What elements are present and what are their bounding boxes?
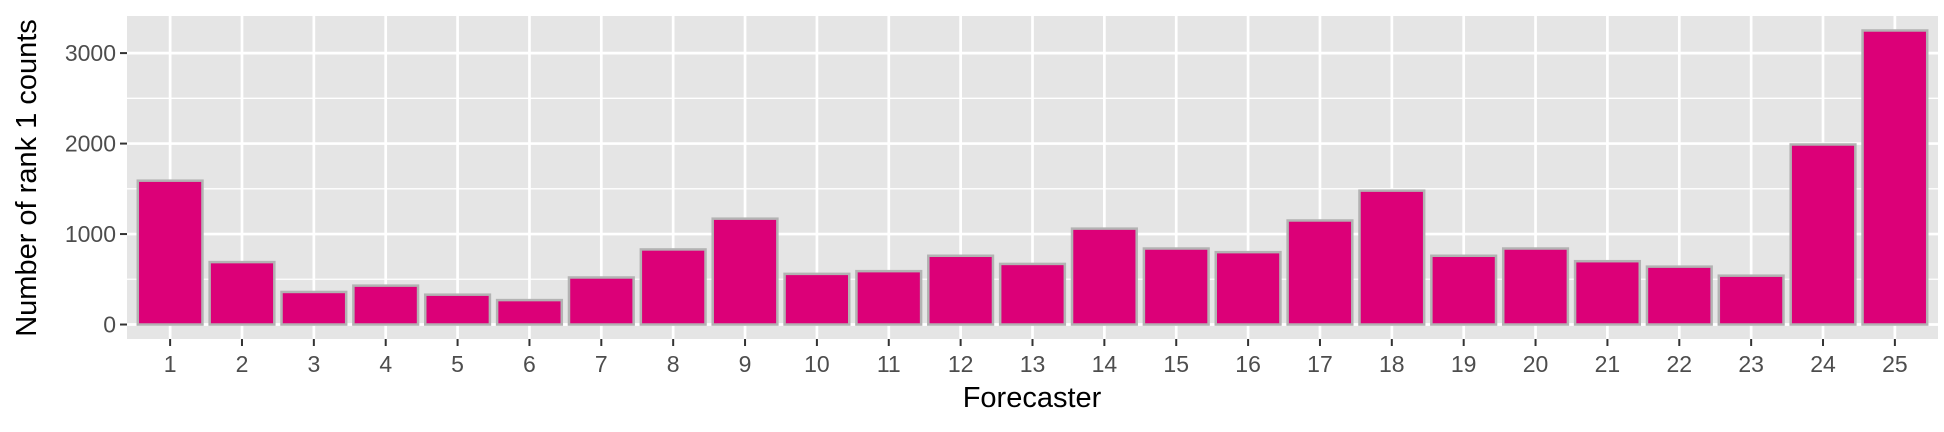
bar-forecaster-13 xyxy=(998,262,1067,326)
x-tick-label: 19 xyxy=(1451,351,1477,377)
x-tick-label: 24 xyxy=(1810,351,1836,377)
x-tick-label: 3 xyxy=(307,351,320,377)
x-tick-label: 22 xyxy=(1666,351,1692,377)
x-tick-label: 10 xyxy=(804,351,830,377)
x-tick-label: 20 xyxy=(1523,351,1549,377)
bar-forecaster-22 xyxy=(1645,265,1713,326)
x-tick-label: 23 xyxy=(1738,351,1764,377)
bar-forecaster-16 xyxy=(1214,250,1282,326)
bar-forecaster-3 xyxy=(280,290,348,326)
x-tick-label: 6 xyxy=(523,351,536,377)
bar-forecaster-6 xyxy=(495,298,564,326)
x-tick-label: 15 xyxy=(1163,351,1189,377)
x-tick-label: 18 xyxy=(1379,351,1405,377)
y-tick-label: 3000 xyxy=(65,40,116,66)
bar-forecaster-8 xyxy=(639,248,707,326)
bar-forecaster-12 xyxy=(927,254,995,326)
x-tick-label: 16 xyxy=(1235,351,1261,377)
x-axis-ticks: 1 2 3 4 5 6 7 8 9 10 11 12 13 14 15 16 17 18 19 20 21 22 23 24 2… xyxy=(164,339,1908,377)
bar-forecaster-4 xyxy=(352,284,420,326)
x-axis-title: Forecaster xyxy=(963,382,1102,414)
bar-forecaster-2 xyxy=(208,260,276,326)
bar-forecaster-9 xyxy=(711,217,779,326)
x-tick-label: 7 xyxy=(595,351,608,377)
bar-forecaster-15 xyxy=(1142,247,1210,326)
y-axis-ticks: 0 1000 2000 3000 xyxy=(65,40,127,338)
x-tick-label: 4 xyxy=(379,351,392,377)
bar-forecaster-10 xyxy=(783,272,851,326)
y-tick-label: 1000 xyxy=(65,221,116,247)
bar-forecaster-1 xyxy=(136,179,204,326)
bar-forecaster-5 xyxy=(423,293,492,326)
bar-forecaster-20 xyxy=(1501,247,1570,326)
x-tick-label: 9 xyxy=(739,351,752,377)
bar-forecaster-19 xyxy=(1430,254,1498,326)
x-tick-label: 17 xyxy=(1307,351,1333,377)
x-tick-label: 5 xyxy=(451,351,464,377)
y-tick-label: 0 xyxy=(103,312,116,338)
x-tick-label: 25 xyxy=(1882,351,1908,377)
bar-forecaster-23 xyxy=(1717,274,1785,326)
bar-forecaster-11 xyxy=(855,269,923,326)
x-tick-label: 13 xyxy=(1020,351,1046,377)
bar-forecaster-18 xyxy=(1358,189,1426,326)
x-tick-label: 14 xyxy=(1092,351,1118,377)
bar-forecaster-7 xyxy=(567,276,635,326)
x-tick-label: 11 xyxy=(877,351,901,377)
x-tick-label: 1 xyxy=(164,351,177,377)
bar-forecaster-17 xyxy=(1286,219,1354,326)
bar-forecaster-21 xyxy=(1573,259,1642,326)
y-axis-title: Number of rank 1 counts xyxy=(11,19,43,337)
x-tick-label: 8 xyxy=(667,351,680,377)
bar-forecaster-25 xyxy=(1861,29,1929,326)
bars xyxy=(136,29,1929,326)
bar-forecaster-24 xyxy=(1789,143,1857,326)
x-tick-label: 12 xyxy=(948,351,974,377)
bar-forecaster-14 xyxy=(1070,227,1138,326)
y-tick-label: 2000 xyxy=(65,131,116,157)
x-tick-label: 2 xyxy=(236,351,249,377)
x-tick-label: 21 xyxy=(1595,351,1621,377)
